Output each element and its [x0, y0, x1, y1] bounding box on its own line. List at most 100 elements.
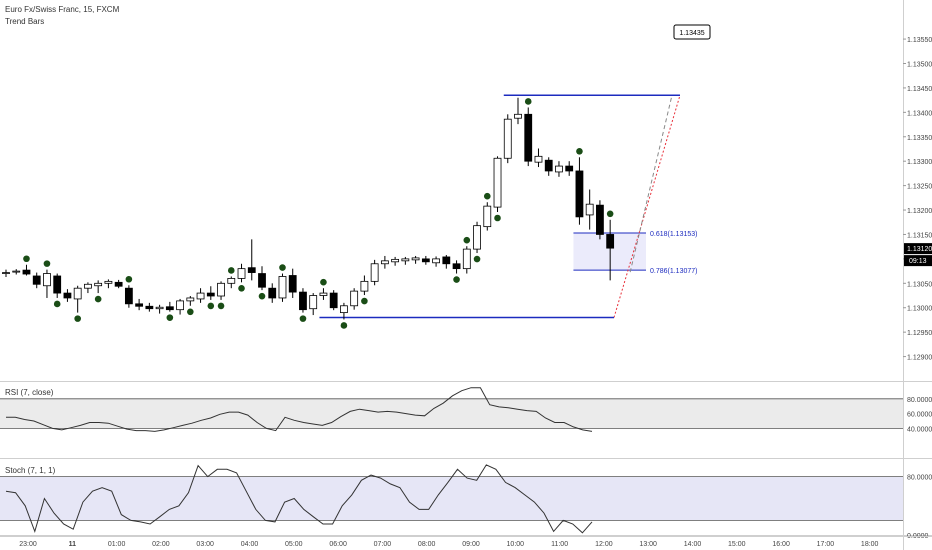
time-tick-label: 16:00 — [772, 541, 790, 548]
candle-body — [53, 275, 62, 294]
candle-body — [247, 267, 256, 273]
osc-line — [6, 387, 593, 432]
candle-body — [258, 273, 266, 288]
candle-body — [299, 291, 307, 311]
time-tick-label: 12:00 — [595, 541, 613, 548]
trend-dot — [483, 192, 491, 200]
countdown-label: 09:13 — [909, 258, 927, 265]
candle-body — [176, 300, 184, 311]
candle-body — [503, 118, 512, 159]
study-title[interactable]: Trend Bars — [5, 17, 45, 26]
candle-body — [12, 270, 21, 273]
trend-dot — [94, 295, 102, 303]
osc-tick-label: 40.0000 — [907, 426, 932, 433]
time-tick-label: 11 — [69, 541, 77, 548]
symbol-title[interactable]: Euro Fx/Swiss Franc, 15, FXCM — [5, 5, 120, 14]
time-tick-label: 07:00 — [374, 541, 392, 548]
trend-dot — [227, 267, 235, 274]
candle-body — [544, 159, 553, 172]
candle-body — [186, 297, 195, 302]
time-tick-label: 04:00 — [241, 541, 259, 548]
candle-body — [206, 292, 215, 297]
projection-line-grey — [629, 95, 673, 273]
target-callout-label: 1.13435 — [679, 30, 704, 37]
trend-dot — [43, 260, 51, 267]
price-tick-label: 1.13550 — [907, 37, 932, 44]
candle-body — [370, 263, 379, 282]
osc-tick-label: 80.0000 — [907, 397, 932, 404]
candle-body — [217, 282, 225, 297]
stoch-pane-label[interactable]: Stoch (7, 1, 1) — [5, 466, 56, 475]
candle-body — [340, 305, 348, 314]
trend-dot — [361, 297, 368, 305]
candle-body — [165, 306, 174, 311]
candle-body — [84, 283, 92, 289]
osc-tick-label: 80.0000 — [907, 475, 932, 482]
time-tick-label: 03:00 — [196, 541, 214, 548]
trend-dot — [258, 292, 266, 300]
candle-body — [63, 292, 72, 299]
candle-body — [411, 257, 420, 261]
time-tick-label: 14:00 — [684, 541, 702, 548]
time-tick-label: 10:00 — [507, 541, 525, 548]
candle-body — [555, 165, 563, 173]
candle-body — [237, 268, 246, 279]
candle-body — [350, 290, 359, 307]
trend-dot — [606, 210, 614, 218]
candle-body — [565, 165, 574, 172]
rsi-pane-label[interactable]: RSI (7, close) — [5, 388, 54, 397]
time-tick-label: 05:00 — [285, 541, 303, 548]
candle-body — [575, 170, 584, 218]
price-tick-label: 1.13150 — [907, 232, 932, 239]
candle-body — [43, 273, 51, 287]
candle-body — [514, 113, 522, 119]
candle-body — [114, 281, 123, 287]
current-price-badge — [904, 243, 932, 255]
trend-dot — [217, 302, 225, 310]
trend-dot — [125, 275, 133, 283]
candle-body — [585, 203, 594, 216]
trend-dot — [238, 285, 245, 292]
candle-body — [145, 305, 154, 310]
target-callout — [673, 24, 711, 40]
fib-lower-label: 0.786(1.13077) — [650, 268, 697, 275]
candle-body — [442, 256, 451, 265]
countdown-badge — [904, 255, 932, 267]
price-tick-label: 1.13500 — [907, 62, 932, 69]
price-tick-label: 1.13250 — [907, 184, 932, 191]
candle-body — [135, 303, 144, 307]
trend-dot — [463, 236, 471, 244]
osc-band — [0, 476, 903, 521]
rsi-pane: 80.0000 60.0000 40.0000 — [0, 387, 932, 459]
osc-band — [0, 398, 903, 429]
trend-dot — [23, 255, 30, 263]
trend-dot — [473, 255, 481, 263]
time-tick-label: 06:00 — [329, 541, 347, 548]
candle-body — [483, 205, 492, 228]
candle-body — [329, 292, 338, 309]
time-tick-label: 18:00 — [861, 541, 879, 548]
time-tick-label: 15:00 — [728, 541, 746, 548]
candle-body — [534, 155, 543, 163]
trend-dot — [576, 147, 583, 155]
candle-body — [196, 292, 205, 300]
price-tick-label: 1.13350 — [907, 135, 932, 142]
time-tick-label: 02:00 — [152, 541, 170, 548]
price-tick-label: 1.13450 — [907, 86, 932, 93]
trend-dot — [524, 98, 532, 105]
time-tick-label: 17:00 — [817, 541, 835, 548]
candle-body — [22, 269, 31, 275]
candle-body — [32, 275, 41, 285]
candle-body — [2, 272, 10, 274]
candle-body — [391, 258, 400, 263]
candle-body — [421, 258, 430, 263]
candle-body — [606, 234, 615, 249]
candle-body — [227, 278, 236, 284]
trend-dot — [320, 278, 327, 286]
candle-body — [155, 306, 164, 310]
candle-body — [432, 258, 440, 264]
price-tick-label: 1.12950 — [907, 330, 932, 337]
candle-body — [524, 113, 533, 162]
